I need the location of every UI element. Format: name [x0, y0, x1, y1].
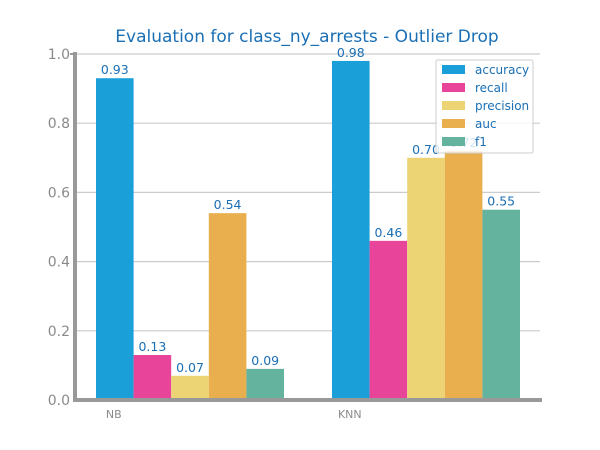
legend-label-recall: recall — [475, 81, 508, 95]
legend-swatch-f1 — [442, 137, 465, 146]
data-label: 0.98 — [337, 45, 365, 60]
y-tick-label: 0.0 — [48, 393, 70, 409]
bars — [96, 60, 520, 401]
bar-recall-knn — [369, 240, 408, 400]
x-tick-label: KNN — [338, 408, 362, 421]
bar-recall-nb — [133, 355, 172, 400]
bar-f1-nb — [246, 368, 284, 400]
bar-accuracy-knn — [332, 60, 370, 401]
axes: 0.0 0.2 0.4 0.6 0.8 1.0 NB KNN — [48, 47, 542, 421]
bar-auc-knn — [444, 150, 483, 400]
y-tick-label: 0.8 — [48, 116, 70, 132]
bar-precision-nb — [171, 375, 209, 400]
data-label: 0.54 — [214, 197, 242, 212]
legend-swatch-auc — [442, 119, 465, 128]
y-tick-label: 0.6 — [48, 185, 70, 201]
legend-swatch-accuracy — [442, 65, 465, 74]
data-label: 0.07 — [176, 360, 204, 375]
x-tick-label: NB — [106, 408, 122, 421]
legend: accuracy recall precision auc f1 — [435, 59, 534, 154]
chart-title: Evaluation for class_ny_arrests - Outlie… — [115, 27, 498, 47]
bar-auc-nb — [208, 213, 247, 400]
legend-label-precision: precision — [475, 99, 529, 113]
bar-f1-knn — [482, 209, 520, 400]
y-tick-label: 0.4 — [48, 255, 70, 271]
data-label: 0.70 — [412, 142, 440, 157]
y-tick-label: 0.2 — [48, 324, 70, 340]
data-label: 0.13 — [138, 339, 166, 354]
bar-accuracy-nb — [96, 78, 134, 400]
legend-swatch-precision — [442, 101, 465, 110]
y-tick-label: 1.0 — [48, 47, 70, 63]
legend-swatch-recall — [442, 83, 465, 92]
legend-label-auc: auc — [475, 117, 497, 131]
data-label: 0.46 — [374, 225, 402, 240]
data-label: 0.55 — [487, 194, 515, 209]
bar-precision-knn — [407, 157, 445, 400]
legend-label-accuracy: accuracy — [475, 63, 529, 77]
data-label: 0.09 — [251, 353, 279, 368]
legend-label-f1: f1 — [475, 135, 487, 149]
data-label: 0.93 — [101, 62, 129, 77]
